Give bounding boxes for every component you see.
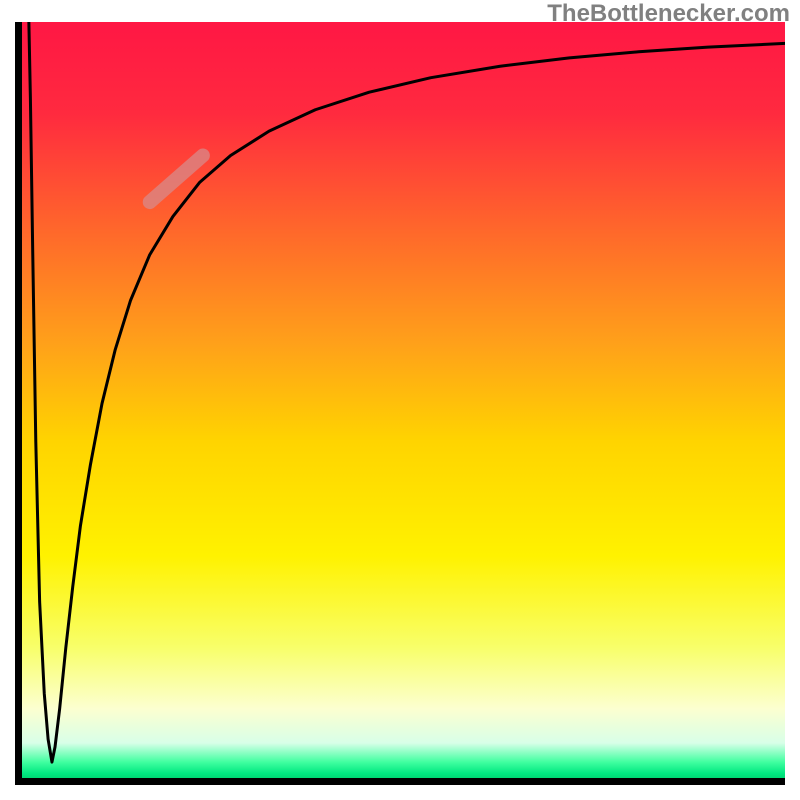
watermark-label: TheBottlenecker.com — [547, 0, 790, 28]
bottleneck-chart: TheBottlenecker.com — [0, 0, 800, 800]
curve-layer — [15, 22, 785, 785]
x-axis — [15, 778, 785, 785]
bottleneck-curve — [29, 22, 785, 762]
highlight-segment — [150, 156, 203, 203]
y-axis — [15, 22, 22, 785]
plot-area — [15, 22, 785, 785]
